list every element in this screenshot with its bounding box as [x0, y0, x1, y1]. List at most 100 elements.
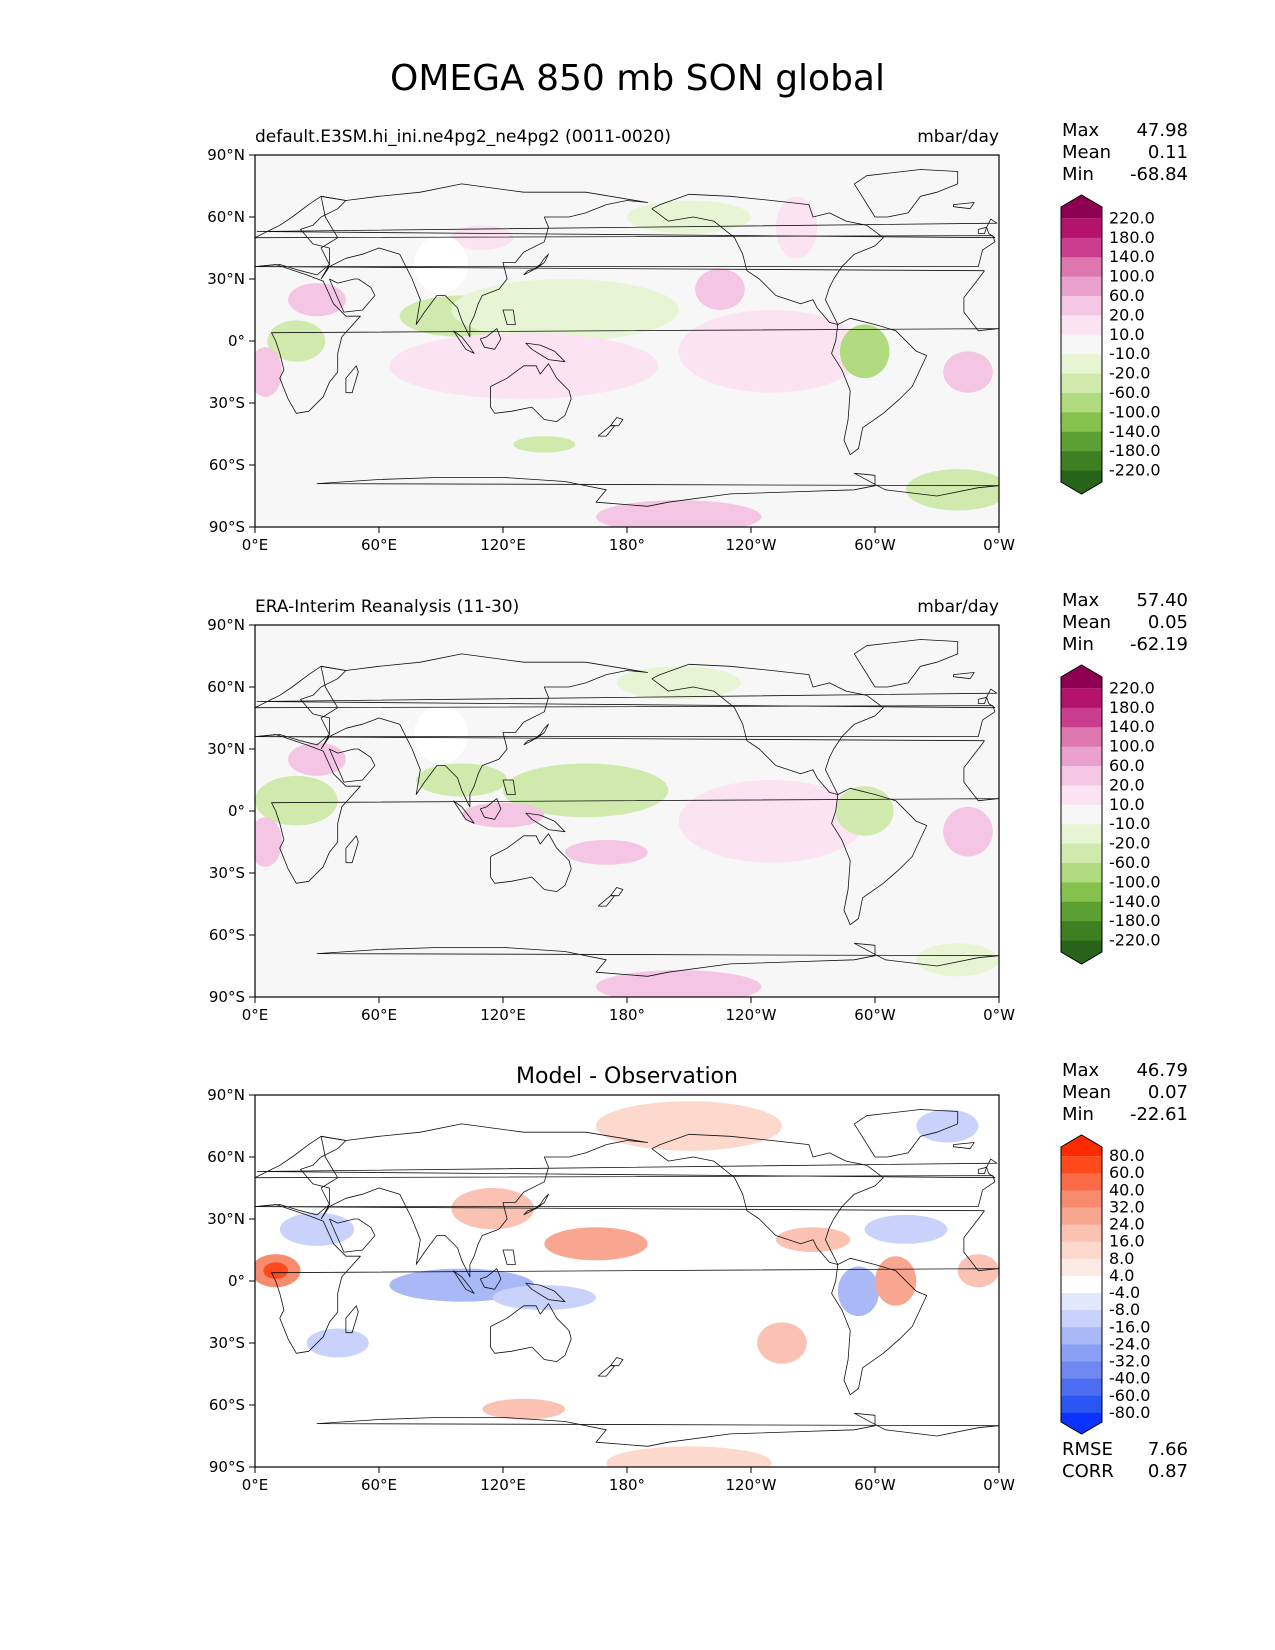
- colorbar-outline: [1060, 194, 1103, 495]
- stat-value-max: 46.79: [1136, 1060, 1188, 1081]
- contour-region-4: [492, 1285, 596, 1310]
- coastline-4: [490, 833, 572, 893]
- colorbar-extend-top: [1061, 1135, 1102, 1157]
- colorbar-tick-label: -16.0: [1109, 1317, 1150, 1336]
- contour-region-6: [678, 780, 865, 863]
- colorbar-tick-label: 100.0: [1109, 737, 1155, 756]
- contour-region-14: [482, 1398, 565, 1420]
- contour-region-1: [255, 817, 282, 867]
- colorbar-tick-label: 10.0: [1109, 795, 1145, 814]
- lat-tick-label: 30°N: [207, 270, 245, 288]
- colorbar-segment: [1061, 882, 1102, 903]
- coastline-0: [255, 665, 996, 746]
- lat-tick-label: 60°S: [209, 456, 245, 474]
- colorbar-tick-label: 60.0: [1109, 756, 1145, 775]
- colorbar-tick-label: -8.0: [1109, 1300, 1140, 1319]
- colorbar-segment: [1061, 1156, 1102, 1174]
- coastline-8: [953, 1142, 975, 1150]
- stat-value-max: 57.40: [1136, 590, 1188, 611]
- colorbar-segment: [1061, 373, 1102, 394]
- contour-region-2: [288, 742, 346, 776]
- colorbar-segment: [1061, 393, 1102, 413]
- lon-tick-label: 60°W: [854, 1006, 896, 1024]
- contour-region-12: [596, 1101, 782, 1151]
- contour-region-13: [775, 196, 818, 259]
- colorbar-segment: [1061, 257, 1102, 278]
- colorbar-tick-label: -20.0: [1109, 364, 1150, 383]
- colorbar-segment: [1061, 1190, 1102, 1208]
- coastline-7: [853, 639, 959, 688]
- lon-tick-label: 120°E: [480, 1006, 526, 1024]
- colorbar-segment: [1061, 334, 1102, 355]
- contour-region-2: [255, 347, 282, 397]
- stat-value-mean: 0.11: [1148, 142, 1188, 163]
- contour-region-12: [596, 970, 762, 997]
- colorbar-extend-bottom: [1061, 1412, 1102, 1434]
- panel-units: mbar/day: [917, 127, 999, 147]
- contour-region-4: [416, 763, 508, 797]
- contour-region-10: [839, 324, 890, 379]
- lat-tick-label: 0°: [228, 802, 245, 820]
- coastline-1: [255, 264, 999, 414]
- coastline-2: [320, 653, 649, 808]
- colorbar-tick-label: -100.0: [1109, 872, 1161, 891]
- colorbar-segment: [1061, 1224, 1102, 1243]
- contour-region-11: [616, 666, 741, 700]
- colorbar: [1060, 664, 1103, 965]
- colorbar: [1060, 1134, 1103, 1435]
- coastline-9: [523, 1193, 549, 1216]
- coastline-0: [255, 195, 996, 276]
- contour-region-14: [627, 200, 751, 234]
- lat-tick-label: 90°N: [207, 616, 245, 634]
- coastline-3: [329, 1218, 376, 1253]
- colorbar-segment: [1061, 727, 1102, 748]
- coastline-18: [502, 779, 516, 795]
- field-layer: [255, 196, 999, 527]
- coastline-15: [345, 365, 359, 394]
- panel-difference: 90°N 60°N 30°N 0° 30°S 60°S 90°S0°E 60°E 120°E 18…: [207, 1060, 1188, 1494]
- coastline-5: [651, 663, 884, 795]
- colorbar-segment: [1061, 1173, 1102, 1191]
- colorbar-extend-bottom: [1061, 470, 1102, 494]
- coastline-17: [977, 696, 987, 704]
- colorbar-segment: [1061, 1241, 1102, 1260]
- contour-region-3: [503, 763, 669, 818]
- coastline-7: [853, 169, 959, 218]
- contour-region-12: [695, 268, 745, 310]
- coastline-4: [490, 1303, 572, 1363]
- colorbar-tick-label: 4.0: [1109, 1266, 1134, 1285]
- contour-region-7: [757, 1322, 807, 1364]
- lon-tick-label: 180°: [609, 1006, 645, 1024]
- colorbar-tick-label: -32.0: [1109, 1352, 1150, 1371]
- stat-value-min: -68.84: [1130, 164, 1188, 185]
- contour-region-8: [837, 1266, 880, 1317]
- lat-tick-label: 60°N: [207, 208, 245, 226]
- contour-region-9: [461, 802, 545, 828]
- colorbar-tick-label: -60.0: [1109, 383, 1150, 402]
- stat-label-max: Max: [1062, 120, 1100, 141]
- colorbar-segment: [1061, 218, 1102, 239]
- stat-value-min: -22.61: [1130, 1104, 1188, 1125]
- colorbar-outline: [1060, 1134, 1103, 1435]
- contour-region-11: [943, 351, 993, 393]
- coastline-19: [316, 472, 999, 507]
- coastline-8: [953, 672, 975, 680]
- lon-tick-label: 0°W: [983, 536, 1015, 554]
- coastline-3: [329, 278, 376, 313]
- lon-tick-label: 0°W: [983, 1476, 1015, 1494]
- lon-tick-label: 120°W: [726, 1006, 777, 1024]
- colorbar-tick-label: -180.0: [1109, 911, 1161, 930]
- coastline-9: [523, 253, 549, 276]
- colorbar-segment: [1061, 1275, 1102, 1294]
- lon-tick-label: 120°E: [480, 1476, 526, 1494]
- lat-tick-label: 30°N: [207, 1210, 245, 1228]
- coastline-17: [977, 226, 987, 234]
- contour-region-10: [864, 1214, 948, 1244]
- stat-value-corr: 0.87: [1148, 1461, 1188, 1482]
- lon-tick-label: 60°W: [854, 1476, 896, 1494]
- colorbar-tick-label: 180.0: [1109, 698, 1155, 717]
- lon-tick-label: 60°W: [854, 536, 896, 554]
- lon-tick-label: 120°E: [480, 536, 526, 554]
- lat-tick-label: 90°S: [209, 1458, 245, 1476]
- coastline-0: [255, 1135, 996, 1216]
